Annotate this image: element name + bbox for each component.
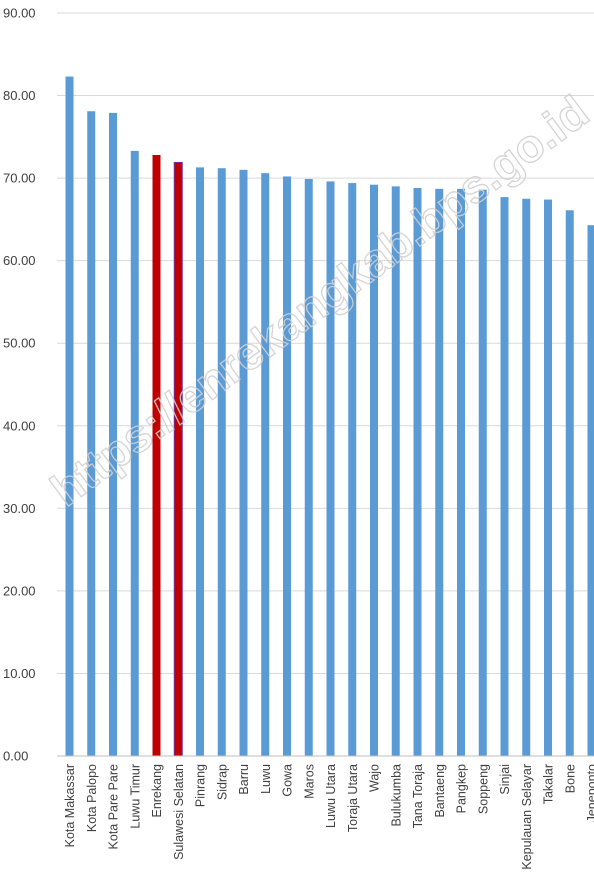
- x-category-label: Kepulauan Selayar: [520, 764, 534, 870]
- x-category-label: Wajo: [368, 764, 382, 792]
- watermark-text: https://enrekangkab.bps.go.id: [41, 85, 594, 516]
- y-tick-label: 20.00: [3, 583, 36, 598]
- x-category-label: Bulukumba: [389, 764, 403, 827]
- bar: [196, 167, 204, 756]
- x-category-label: Sinjai: [498, 764, 512, 795]
- bar: [87, 111, 96, 757]
- bar: [522, 198, 531, 756]
- y-tick-label: 40.00: [3, 418, 36, 433]
- bar: [500, 197, 509, 757]
- y-tick-label: 90.00: [3, 6, 36, 21]
- bar: [413, 188, 422, 757]
- x-category-label: Pinrang: [194, 764, 208, 807]
- x-category-label: Luwu Utara: [324, 764, 338, 828]
- x-category-label: Maros: [302, 764, 316, 799]
- y-tick-label: 10.00: [3, 666, 36, 681]
- bar: [370, 184, 378, 756]
- x-axis-category-labels: Kota Makassar Kota Palopo Kota Pare Pare Lu…: [63, 764, 594, 870]
- x-category-label: Bone: [563, 764, 577, 793]
- y-tick-label: 50.00: [3, 336, 36, 351]
- y-tick-label: 30.00: [3, 501, 36, 516]
- x-category-label: Tana Toraja: [411, 764, 425, 828]
- bar: [391, 186, 400, 756]
- bar: [109, 112, 117, 757]
- bar: [478, 189, 487, 756]
- bar: [130, 150, 139, 756]
- gridlines: [57, 12, 594, 674]
- x-category-label: Sulawesi Selatan: [172, 764, 186, 860]
- bar: [217, 168, 226, 756]
- bar: [565, 210, 574, 756]
- bar: [348, 183, 357, 756]
- bar: [587, 225, 594, 756]
- bars: [65, 76, 594, 757]
- bar: [239, 169, 248, 756]
- y-tick-label: 80.00: [3, 88, 36, 103]
- bar: [457, 188, 465, 757]
- bar: [544, 199, 552, 756]
- x-category-label: Gowa: [281, 764, 295, 797]
- bar: [304, 178, 313, 757]
- x-category-label: Toraja Utara: [346, 764, 360, 832]
- bar: [435, 188, 444, 757]
- x-category-label: Pangkep: [455, 764, 469, 813]
- x-category-label: Luwu Timur: [128, 764, 142, 829]
- y-axis-tick-labels: 0.00 10.00 20.00 30.00 40.00 50.00 60.00 70.00 8…: [3, 6, 36, 764]
- x-category-label: Kota Makassar: [63, 764, 77, 847]
- x-category-label: Luwu: [259, 764, 273, 794]
- x-category-label: Takalar: [542, 764, 556, 804]
- bar: [326, 181, 335, 756]
- bar: [261, 173, 270, 756]
- x-category-label: Kota Pare Pare: [107, 764, 121, 850]
- x-category-label: Barru: [237, 764, 251, 795]
- x-category-label: Enrekang: [150, 764, 164, 818]
- x-category-label: Jeneponto: [585, 764, 594, 822]
- y-tick-label: 60.00: [3, 253, 36, 268]
- y-tick-label: 70.00: [3, 171, 36, 186]
- x-category-label: Sidrap: [215, 764, 229, 800]
- x-category-label: Soppeng: [476, 764, 490, 814]
- bar: [283, 176, 291, 756]
- x-category-label: Kota Palopo: [85, 764, 99, 832]
- bar: [152, 154, 161, 757]
- bar: [65, 76, 74, 757]
- x-category-label: Bantaeng: [433, 764, 447, 818]
- y-tick-label: 0.00: [3, 749, 28, 764]
- bar: [173, 161, 183, 757]
